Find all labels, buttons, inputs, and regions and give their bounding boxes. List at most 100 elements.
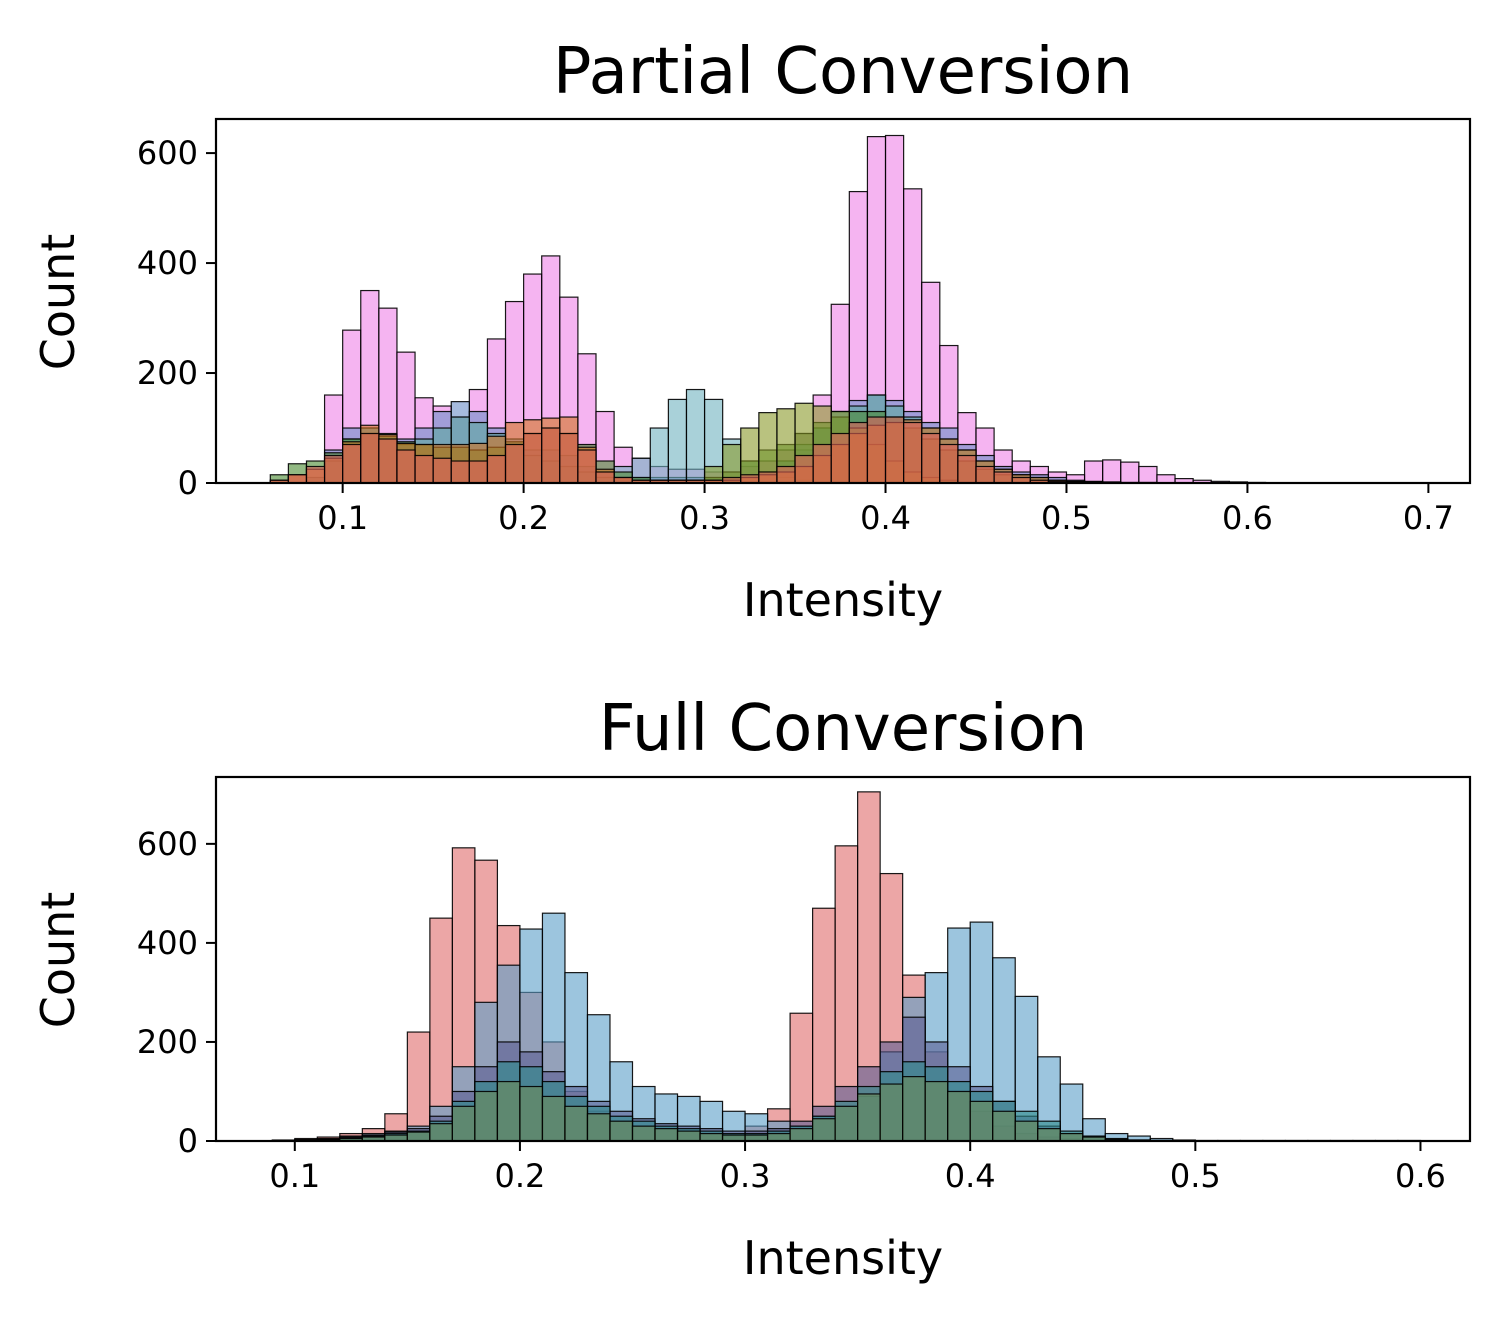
- histogram-bar: [519, 1085, 544, 1142]
- histogram-bar: [794, 454, 814, 484]
- histogram-bar: [812, 1118, 836, 1142]
- histogram-bar: [1102, 459, 1122, 484]
- axes-frame: [214, 117, 1472, 485]
- histogram-bar: [740, 474, 760, 484]
- x-axis-ticks: 0.1 0.2 0.3 0.4 0.5 0.6: [269, 1141, 1446, 1195]
- histogram-bar: [654, 1128, 679, 1142]
- histogram-bar: [541, 427, 561, 484]
- chart-title: Full Conversion: [599, 692, 1088, 766]
- histogram-bar: [993, 471, 1013, 484]
- histogram-bar: [378, 438, 398, 484]
- histogram-bar: [957, 454, 977, 484]
- histogram-bar: [429, 1123, 453, 1142]
- histogram-bar: [450, 460, 470, 484]
- histogram-bar: [879, 1083, 904, 1142]
- histogram-bar: [766, 1132, 791, 1142]
- x-tick-label: 0.4: [860, 499, 911, 537]
- histogram-bar: [992, 1110, 1016, 1142]
- y-axis-label: Count: [31, 234, 85, 371]
- histogram-bar: [975, 465, 995, 484]
- y-tick-label: 400: [137, 924, 198, 962]
- x-axis-label: Intensity: [743, 1231, 943, 1285]
- histogram-bars: [271, 791, 1422, 1142]
- histogram-bar: [924, 1080, 949, 1142]
- histogram-bar: [564, 1105, 589, 1142]
- histogram-bar: [305, 465, 326, 484]
- histogram-bar: [1138, 465, 1158, 484]
- histogram-bar: [631, 1125, 656, 1142]
- x-tick-label: 0.5: [1041, 499, 1092, 537]
- histogram-bar: [884, 416, 905, 484]
- y-tick-label: 600: [137, 134, 198, 172]
- histogram-bar: [360, 432, 380, 484]
- panel-partial-conversion: Partial Conversion 0.1 0.2 0.3 0.4 0.5 0.6 0.7…: [31, 35, 1472, 627]
- histogram-bar: [406, 1031, 431, 1142]
- histogram-bar: [947, 1090, 971, 1142]
- histogram-bar: [812, 443, 832, 484]
- histogram-bar: [789, 1128, 814, 1142]
- histogram-bar: [287, 474, 308, 484]
- y-tick-label: 600: [137, 825, 198, 863]
- histogram-bar: [504, 443, 525, 484]
- x-axis-label: Intensity: [743, 573, 943, 627]
- histogram-bar: [676, 1130, 701, 1142]
- histogram-bar: [595, 471, 615, 484]
- histogram-bar: [921, 432, 941, 484]
- histogram-bar: [848, 421, 869, 484]
- x-tick-label: 0.6: [1395, 1157, 1446, 1195]
- histogram-bar: [468, 460, 489, 484]
- histogram-bar: [830, 432, 850, 484]
- histogram-bar: [939, 443, 959, 484]
- histogram-bar: [1037, 1128, 1061, 1142]
- histogram-bar: [541, 1095, 566, 1142]
- histogram-bar: [776, 465, 796, 484]
- histogram-bar: [451, 1105, 476, 1142]
- x-tick-label: 0.3: [679, 499, 730, 537]
- y-tick-label: 200: [137, 1023, 198, 1061]
- x-tick-label: 0.5: [1170, 1157, 1221, 1195]
- histogram-bar: [1014, 1120, 1039, 1142]
- histogram-bar: [609, 1120, 634, 1142]
- histogram-bar: [577, 449, 597, 484]
- histogram-bar: [406, 1131, 431, 1142]
- histogram-bar: [559, 432, 579, 484]
- y-tick-label: 0: [178, 1122, 198, 1160]
- y-axis-ticks: 0 200 400 600: [137, 134, 216, 502]
- x-tick-label: 0.3: [720, 1157, 771, 1195]
- y-axis-ticks: 0 200 400 600: [137, 825, 216, 1160]
- histogram-bars: [269, 134, 1267, 484]
- x-tick-label: 0.7: [1403, 499, 1454, 537]
- chart-title: Partial Conversion: [553, 35, 1133, 109]
- histogram-bar: [1059, 1132, 1084, 1142]
- panel-full-conversion: Full Conversion 0.1 0.2 0.3 0.4 0.5 0.6 0 200 4…: [31, 692, 1472, 1285]
- x-tick-label: 0.2: [494, 1157, 545, 1195]
- histogram-bar: [667, 398, 688, 484]
- histogram-bar: [866, 416, 887, 484]
- histogram-bar: [685, 388, 706, 484]
- x-tick-label: 0.1: [269, 1157, 320, 1195]
- histogram-bar: [432, 457, 452, 484]
- histogram-bar: [414, 454, 434, 484]
- histogram-bar: [1120, 461, 1140, 484]
- histogram-bar: [649, 427, 669, 484]
- histogram-bar: [586, 1113, 611, 1142]
- histogram-bar: [474, 1090, 499, 1142]
- y-axis-label: Count: [31, 892, 85, 1029]
- histogram-bar: [857, 1093, 881, 1142]
- histogram-bar: [396, 449, 416, 484]
- histogram-bar: [969, 1100, 994, 1142]
- histogram-bar: [342, 443, 362, 484]
- histogram-bar: [834, 1105, 859, 1142]
- histogram-bar: [486, 454, 507, 484]
- histogram-bar: [903, 421, 923, 484]
- x-tick-label: 0.1: [317, 499, 368, 537]
- x-axis-ticks: 0.1 0.2 0.3 0.4 0.5 0.6 0.7: [317, 483, 1454, 537]
- histogram-bar: [902, 1076, 926, 1142]
- histogram-bar: [1083, 460, 1104, 484]
- x-tick-label: 0.6: [1222, 499, 1273, 537]
- y-tick-label: 400: [137, 244, 198, 282]
- x-tick-label: 0.2: [498, 499, 549, 537]
- histogram-bar: [323, 454, 344, 484]
- histogram-bar: [758, 471, 778, 484]
